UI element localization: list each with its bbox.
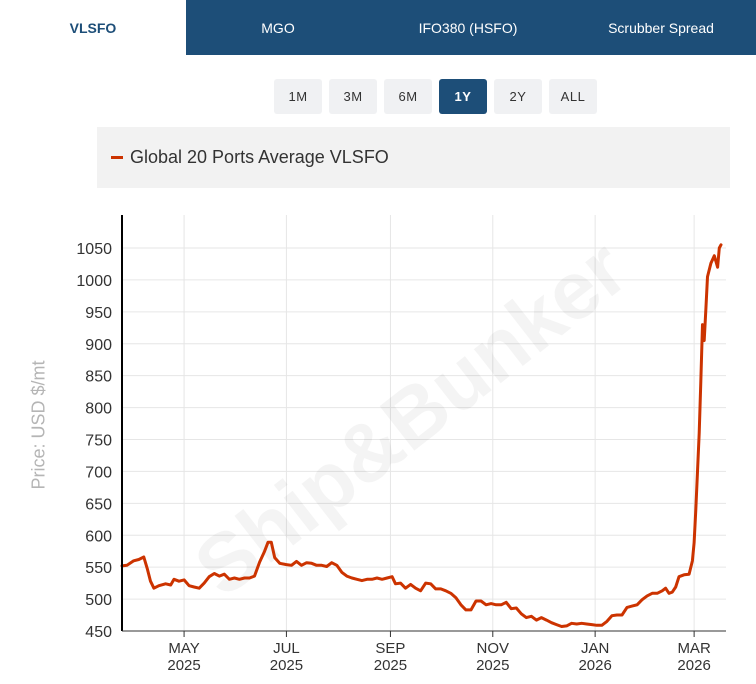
chart-legend: Global 20 Ports Average VLSFO [97, 127, 730, 188]
tab-ifo380-hsfo[interactable]: IFO380 (HSFO) [418, 19, 518, 36]
range-6m-button[interactable]: 6M [384, 79, 432, 114]
x-tick-month: MAR [677, 640, 711, 657]
x-axis-ticks: MAY2025JUL2025SEP2025NOV2025JAN2026MAR20… [167, 631, 711, 674]
y-tick-label: 1050 [76, 241, 112, 258]
x-tick-year: 2025 [167, 657, 200, 674]
y-tick-label: 550 [85, 560, 112, 577]
x-tick-year: 2025 [270, 657, 303, 674]
x-tick-month: NOV [477, 640, 510, 657]
x-tick-month: SEP [375, 640, 405, 657]
range-selector: 1M 3M 6M 1Y 2Y ALL [274, 79, 597, 114]
y-tick-label: 600 [85, 528, 112, 545]
x-tick-month: MAY [168, 640, 199, 657]
range-all-button[interactable]: ALL [549, 79, 597, 114]
y-tick-label: 900 [85, 337, 112, 354]
y-tick-label: 1000 [76, 273, 112, 290]
x-tick-year: 2026 [578, 657, 611, 674]
y-tick-label: 950 [85, 305, 112, 322]
y-tick-label: 850 [85, 369, 112, 386]
range-3m-button[interactable]: 3M [329, 79, 377, 114]
x-tick-month: JUL [273, 640, 300, 657]
range-1m-button[interactable]: 1M [274, 79, 322, 114]
y-tick-label: 500 [85, 592, 112, 609]
tab-scrubber-spread[interactable]: Scrubber Spread [608, 19, 714, 36]
y-axis-ticks: 450 500 550 600 650 700 750 800 850 900 950 1000 105… [76, 241, 112, 641]
y-tick-label: 750 [85, 433, 112, 450]
tab-vlsfo[interactable]: VLSFO [0, 0, 186, 55]
range-1y-button[interactable]: 1Y [439, 79, 487, 114]
watermark: Ship&Bunker [178, 223, 643, 614]
fuel-type-tabs: VLSFO MGO IFO380 (HSFO) Scrubber Spread [0, 0, 756, 55]
series-layer [120, 243, 723, 628]
y-tick-label: 650 [85, 496, 112, 513]
legend-swatch [111, 156, 123, 159]
x-tick-year: 2026 [677, 657, 710, 674]
y-tick-label: 700 [85, 464, 112, 481]
x-tick-month: JAN [581, 640, 609, 657]
x-tick-year: 2025 [476, 657, 509, 674]
tab-mgo[interactable]: MGO [261, 19, 295, 36]
x-tick-year: 2025 [374, 657, 407, 674]
range-2y-button[interactable]: 2Y [494, 79, 542, 114]
series-line-vlsfo[interactable] [120, 243, 723, 628]
y-tick-label: 800 [85, 401, 112, 418]
legend-series-label[interactable]: Global 20 Ports Average VLSFO [130, 147, 389, 167]
y-tick-label: 450 [85, 624, 112, 641]
